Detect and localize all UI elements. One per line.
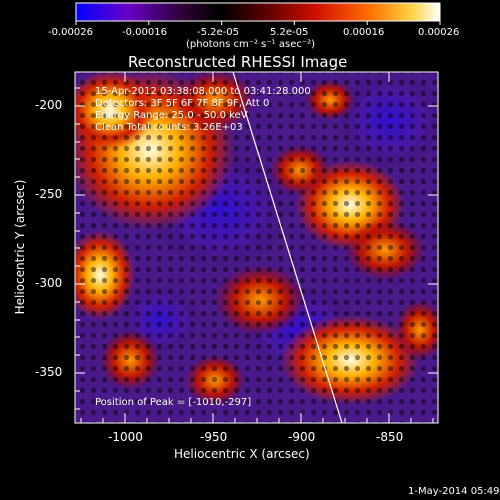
y-axis-ticks <box>75 87 438 410</box>
colorbar-gradient <box>75 2 441 22</box>
solar-limb-line <box>232 72 343 423</box>
overlay-detectors: Detectors: 3F 5F 6F 7F 8F 9F, Att 0 <box>95 98 270 109</box>
colorbar-tick-label: 0.00026 <box>418 27 460 38</box>
x-tick-label: -1000 <box>108 430 143 444</box>
y-tick-label: -250 <box>35 187 63 201</box>
y-tick-label: -350 <box>35 365 63 379</box>
overlay-energy-range: Energy Range: 25.0 - 50.0 keV <box>95 110 248 121</box>
plot-title: Reconstructed RHESSI Image <box>128 53 348 71</box>
colorbar-tick-label: -0.00016 <box>122 27 167 38</box>
colorbar-ticks <box>75 21 441 25</box>
overlay-clean-counts: Clean Total counts: 3.26E+03 <box>95 122 243 133</box>
colorbar-tick-label: -0.00026 <box>48 27 93 38</box>
colorbar-units: (photons cm⁻² s⁻¹ asec⁻²) <box>186 39 316 50</box>
x-tick-label: -900 <box>288 430 316 444</box>
colorbar-tick-label: -5.2e-05 <box>197 27 239 38</box>
y-tick-label: -200 <box>35 98 63 112</box>
x-tick-label: -850 <box>376 430 404 444</box>
x-axis-ticks <box>80 72 434 423</box>
footer-timestamp: 1-May-2014 05:49 <box>408 486 500 497</box>
x-tick-label: -950 <box>200 430 228 444</box>
colorbar-tick-label: 5.2e-05 <box>270 27 309 38</box>
y-axis-label: Heliocentric Y (arcsec) <box>13 179 27 315</box>
peak-position-text: Position of Peak = [-1010,-297] <box>95 397 252 408</box>
x-axis-label: Heliocentric X (arcsec) <box>174 447 310 461</box>
image-map <box>75 72 438 423</box>
colorbar-tick-label: 0.00016 <box>343 27 385 38</box>
overlay-time-range: 15-Apr-2012 03:38:08.000 to 03:41:28.000 <box>95 86 311 97</box>
y-tick-label: -300 <box>35 276 63 290</box>
